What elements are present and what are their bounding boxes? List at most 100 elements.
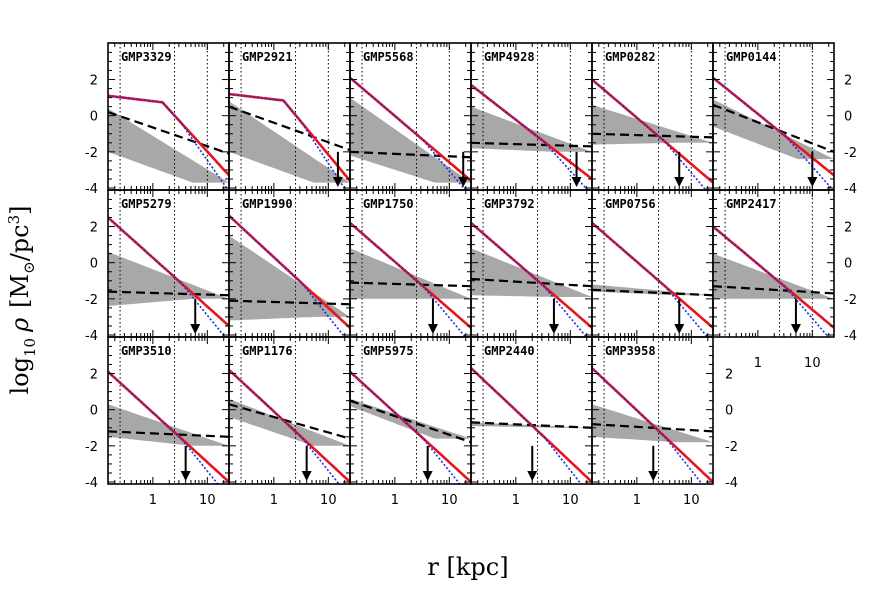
panel-label: GMP3510 xyxy=(121,344,172,358)
gas-profile xyxy=(229,403,350,440)
panel-label: GMP2921 xyxy=(242,50,293,64)
x-tick-label-0: 1 xyxy=(633,493,641,508)
total-profile xyxy=(713,225,834,329)
x-axis-title: r [kpc] xyxy=(427,553,508,581)
scale-arrow-head xyxy=(674,324,685,334)
panel-gmp0282: GMP0282 xyxy=(591,42,714,191)
panel-plot-area xyxy=(108,190,229,337)
y-tick-label-right-0: -4 xyxy=(844,329,857,344)
empty-slot-y-tick-label-2: 0 xyxy=(725,404,733,419)
dm-profile xyxy=(592,367,704,484)
stellar-band xyxy=(471,248,592,297)
y-tick-label-left-3: 2 xyxy=(90,368,98,383)
y-tick-label-right-3: 2 xyxy=(844,221,852,236)
empty-slot-y-tick-label-1: -2 xyxy=(725,440,738,455)
panel-label: GMP5568 xyxy=(363,50,414,64)
panel-label: GMP0144 xyxy=(726,50,777,64)
y-axis-title-sub: 10 xyxy=(21,338,39,357)
panel-plot-area xyxy=(713,190,834,337)
panel-frame xyxy=(591,189,714,338)
panel-plot-area xyxy=(471,43,592,190)
panel-label: GMP3329 xyxy=(121,50,172,64)
dm-profile xyxy=(350,222,467,337)
panel-plot-area xyxy=(229,190,350,337)
stellar-band xyxy=(229,235,350,321)
panel-gmp2417: GMP2417 -4 -2 0 2 xyxy=(712,189,857,344)
dm-profile xyxy=(108,216,227,337)
y-tick-label-right-2: 0 xyxy=(844,257,852,272)
gas-profile xyxy=(471,277,592,288)
scale-arrow-head xyxy=(422,471,433,481)
panel-plot-area xyxy=(713,43,834,190)
dm-profile xyxy=(229,215,346,337)
gas-profile xyxy=(108,290,229,297)
panel-gmp3792: GMP3792 xyxy=(470,189,593,338)
dm-profile xyxy=(350,371,461,484)
panel-gmp1990: GMP1990 xyxy=(228,189,351,338)
panel-plot-area xyxy=(592,190,713,337)
panel-gmp2440: GMP2440 1 10 xyxy=(470,336,593,508)
y-tick-label-left-3: 2 xyxy=(90,221,98,236)
y-axis-title-rho: ρ xyxy=(6,318,34,333)
scale-arrow-head xyxy=(301,471,312,481)
x-tick-label-1: 10 xyxy=(441,493,458,508)
panel-gmp5975: GMP5975 1 10 xyxy=(349,336,472,508)
scale-arrow-head xyxy=(527,471,538,481)
dm-profile xyxy=(471,222,588,337)
gas-profile xyxy=(592,132,713,139)
dm-profile xyxy=(471,367,583,484)
dm-profile xyxy=(592,222,709,337)
y-tick-label-right-0: -4 xyxy=(844,182,857,197)
scale-arrow-head xyxy=(180,471,191,481)
stellar-band xyxy=(713,99,834,160)
y-axis-title-unit-open: [M xyxy=(6,274,34,308)
stellar-band xyxy=(592,104,713,145)
panel-label: GMP3958 xyxy=(605,344,656,358)
scale-arrow-head xyxy=(807,177,818,187)
y-axis-title-unit-close: ] xyxy=(6,205,34,214)
gas-profile xyxy=(471,141,592,148)
y-tick-label-right-1: -2 xyxy=(844,146,857,161)
y-tick-label-left-0: -4 xyxy=(85,476,98,491)
panel-plot-area xyxy=(229,337,350,484)
panel-label: GMP0756 xyxy=(605,197,656,211)
stellar-band xyxy=(229,101,350,183)
scale-arrow-head xyxy=(790,324,801,334)
y-tick-label-left-2: 0 xyxy=(90,257,98,272)
total-profile xyxy=(350,76,471,182)
panel-label: GMP5279 xyxy=(121,197,172,211)
scale-arrow-head xyxy=(332,177,343,187)
gas-profile xyxy=(350,150,471,159)
panel-gmp2921: GMP2921 xyxy=(228,42,351,191)
y-tick-label-left-2: 0 xyxy=(90,404,98,419)
scale-arrow-head xyxy=(571,177,582,187)
gas-profile xyxy=(350,399,471,444)
y-axis-title-unit-mid: /pc xyxy=(6,224,34,261)
empty-slot-x-tick-label-0: 1 xyxy=(754,356,762,371)
dm-profile xyxy=(108,95,229,190)
panel-gmp1176: GMP1176 1 10 xyxy=(228,336,351,508)
x-tick-label-0: 1 xyxy=(512,493,520,508)
y-axis-title: log10 ρ [M⊙/pc3] xyxy=(5,205,39,394)
panel-plot-area xyxy=(350,43,471,190)
y-tick-label-left-0: -4 xyxy=(85,182,98,197)
empty-slot-axes: 1 10 -4 -2 0 2 xyxy=(725,356,821,491)
y-tick-label-left-1: -2 xyxy=(85,293,98,308)
total-profile xyxy=(592,367,713,483)
panel-label: GMP1176 xyxy=(242,344,293,358)
stellar-band xyxy=(592,284,713,296)
gas-profile xyxy=(350,281,471,288)
panel-gmp1750: GMP1750 xyxy=(349,189,472,338)
scale-arrow-head xyxy=(648,471,659,481)
empty-slot-y-tick-label-3: 2 xyxy=(725,368,733,383)
stellar-band xyxy=(592,404,713,443)
dm-profile xyxy=(471,84,589,190)
panel-frame xyxy=(591,336,714,485)
panel-grid: GMP3329 -4 -2 0 2 GMP2921 GMP5568 GMP4928 GMP028… xyxy=(85,42,857,508)
gas-profile xyxy=(108,111,229,155)
panel-gmp3958: GMP3958 1 10 xyxy=(591,336,714,508)
panel-plot-area xyxy=(471,190,592,337)
panel-plot-area xyxy=(108,43,229,190)
x-tick-label-1: 10 xyxy=(199,493,216,508)
y-tick-label-left-2: 0 xyxy=(90,110,98,125)
